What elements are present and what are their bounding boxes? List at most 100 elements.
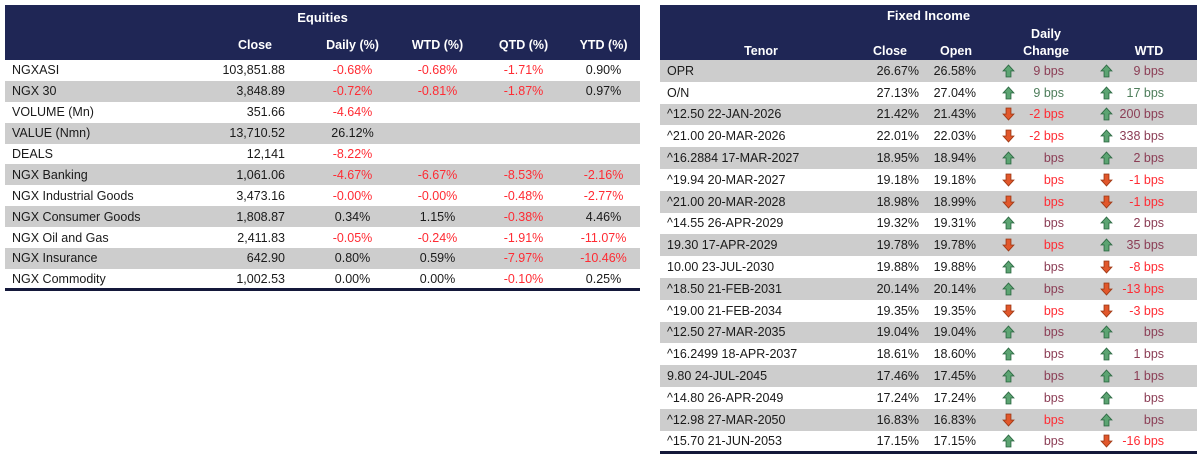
- table-row: ^16.2499 18-APR-2037 18.61% 18.60% bps 1 bps: [660, 343, 1197, 365]
- close-value: 19.18%: [876, 172, 919, 187]
- up-arrow-icon: [1100, 216, 1113, 230]
- wtd-value: 0.00%: [419, 271, 456, 286]
- change-cell-content: 9 bps: [1085, 64, 1197, 78]
- qtd-value: -0.48%: [503, 188, 544, 203]
- open-value: 27.04%: [933, 85, 976, 100]
- up-arrow-icon: [1100, 238, 1113, 252]
- bps-value: -2 bps: [1029, 107, 1064, 122]
- down-arrow-icon: [1002, 413, 1015, 427]
- close-value: 1,061.06: [236, 167, 285, 182]
- wtd-change-cell: 200 bps: [1085, 104, 1197, 126]
- daily-value: 26.12%: [331, 126, 374, 141]
- up-arrow-icon: [1002, 86, 1015, 100]
- close-value: 17.24%: [876, 390, 919, 405]
- up-arrow-icon: [1100, 64, 1113, 78]
- wtd-change-cell: 9 bps: [1085, 60, 1197, 82]
- table-row: NGX Industrial Goods 3,473.16 -0.00% -0.00%…: [5, 185, 640, 206]
- row-label: NGX Commodity: [12, 271, 106, 286]
- close-value: 19.32%: [876, 216, 919, 231]
- wtd-change-cell: -1 bps: [1085, 169, 1197, 191]
- up-arrow-icon: [1100, 325, 1113, 339]
- table-row: ^12.50 22-JAN-2026 21.42% 21.43% -2 bps 200 …: [660, 103, 1198, 126]
- table-row: ^12.98 27-MAR-2050 16.83% 16.83% bps bps: [660, 408, 1198, 431]
- wtd-change-cell: 338 bps: [1085, 125, 1197, 147]
- daily-value: -0.72%: [332, 84, 373, 99]
- ytd-value: [567, 144, 640, 165]
- close-value: 13,710.52: [229, 126, 285, 141]
- close-value: 3,848.89: [236, 84, 285, 99]
- daily-change-cell: bps: [987, 213, 1085, 235]
- open-value: 20.14%: [933, 281, 976, 296]
- change-cell-content: bps: [987, 347, 1085, 361]
- bps-value: bps: [1043, 260, 1064, 275]
- wtd-change-cell: 17 bps: [1085, 82, 1197, 104]
- daily-change-cell: bps: [987, 387, 1085, 409]
- close-value: 103,851.88: [222, 63, 285, 78]
- ytd-value: [567, 123, 640, 144]
- column-header-close: Close: [855, 41, 925, 60]
- open-value: 18.99%: [933, 194, 976, 209]
- change-cell-content: 1 bps: [1085, 347, 1197, 361]
- wtd-change-cell: -16 bps: [1085, 431, 1197, 453]
- up-arrow-icon: [1002, 282, 1015, 296]
- table-row: ^14.55 26-APR-2029 19.32% 19.31% bps 2 bps: [660, 213, 1197, 235]
- close-value: 19.78%: [876, 238, 919, 253]
- ytd-value: -2.77%: [583, 188, 624, 203]
- bps-value: bps: [1043, 390, 1064, 405]
- table-row: VALUE (Nmn) 13,710.52 26.12%: [5, 122, 641, 144]
- daily-change-cell: bps: [987, 343, 1085, 365]
- down-arrow-icon: [1002, 238, 1015, 252]
- qtd-value: -0.38%: [503, 209, 544, 224]
- bps-value: bps: [1143, 390, 1165, 405]
- bps-value: bps: [1043, 347, 1064, 362]
- change-cell-content: bps: [987, 173, 1085, 187]
- column-header-qtd: QTD (%): [480, 30, 567, 60]
- open-value: 18.94%: [933, 151, 976, 166]
- table-row: NGXASI 103,851.88 -0.68% -0.68% -1.71% 0.90%: [5, 60, 640, 81]
- bps-value: 9 bps: [1033, 85, 1064, 100]
- up-arrow-icon: [1100, 369, 1113, 383]
- change-cell-content: -1 bps: [1085, 195, 1197, 209]
- up-arrow-icon: [1100, 107, 1113, 121]
- up-arrow-icon: [1002, 151, 1015, 165]
- change-cell-content: bps: [987, 195, 1085, 209]
- column-header-blank: [5, 30, 200, 60]
- qtd-value: -1.91%: [503, 230, 544, 245]
- tenor-label: ^21.00 20-MAR-2026: [667, 129, 786, 144]
- table-row: 19.30 17-APR-2029 19.78% 19.78% bps 35 bps: [660, 234, 1198, 257]
- daily-change-cell: bps: [987, 322, 1085, 344]
- close-value: 21.42%: [876, 107, 919, 122]
- bps-value: 9 bps: [1033, 63, 1064, 78]
- equities-header: Equities: [5, 5, 641, 30]
- change-cell-content: 338 bps: [1085, 129, 1197, 143]
- tenor-label: ^18.50 21-FEB-2031: [667, 281, 782, 296]
- equities-title: Equities: [5, 5, 641, 30]
- up-arrow-icon: [1002, 216, 1015, 230]
- tenor-label: ^12.50 27-MAR-2035: [667, 325, 786, 340]
- tenor-label: ^16.2884 17-MAR-2027: [667, 151, 800, 166]
- table-row: NGX 30 3,848.89 -0.72% -0.81% -1.87% 0.97%: [5, 80, 641, 102]
- wtd-change-cell: 1 bps: [1085, 365, 1197, 387]
- daily-value: -0.05%: [332, 230, 373, 245]
- open-value: 17.15%: [933, 433, 976, 448]
- row-label: NGX Oil and Gas: [12, 230, 109, 245]
- table-row: 10.00 23-JUL-2030 19.88% 19.88% bps -8 bps: [660, 256, 1197, 278]
- wtd-change-cell: 35 bps: [1085, 234, 1197, 256]
- change-cell-content: 35 bps: [1085, 238, 1197, 252]
- table-row: ^19.00 21-FEB-2034 19.35% 19.35% bps -3 bps: [660, 300, 1197, 322]
- change-cell-content: -2 bps: [987, 107, 1085, 121]
- change-cell-content: -3 bps: [1085, 304, 1197, 318]
- daily-value: -4.67%: [332, 167, 373, 182]
- daily-change-cell: bps: [987, 169, 1085, 191]
- fixed-income-header: Fixed Income: [660, 5, 1198, 26]
- up-arrow-icon: [1002, 391, 1015, 405]
- wtd-change-cell: 2 bps: [1085, 147, 1197, 169]
- wtd-change-cell: bps: [1085, 387, 1197, 409]
- down-arrow-icon: [1002, 107, 1015, 122]
- open-value: 17.24%: [933, 390, 976, 405]
- bps-value: bps: [1043, 281, 1064, 296]
- bps-value: 1 bps: [1133, 369, 1165, 384]
- daily-change-cell: bps: [987, 278, 1085, 300]
- qtd-value: [480, 102, 567, 123]
- change-cell-content: 2 bps: [1085, 216, 1197, 230]
